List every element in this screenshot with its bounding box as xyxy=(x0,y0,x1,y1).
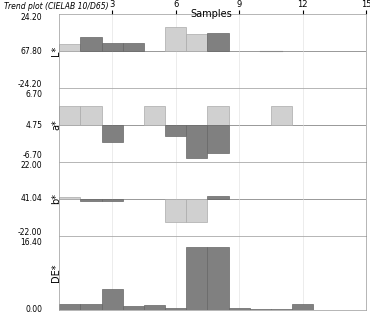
Text: -6.70: -6.70 xyxy=(23,151,42,160)
Text: -22.00: -22.00 xyxy=(18,228,42,237)
Bar xyxy=(208,125,229,153)
Bar xyxy=(271,106,292,125)
Bar xyxy=(186,125,208,158)
Y-axis label: DE*: DE* xyxy=(51,264,61,282)
Bar xyxy=(292,304,313,310)
Bar xyxy=(101,125,123,142)
Text: Samples: Samples xyxy=(190,9,232,19)
Bar xyxy=(59,304,80,310)
Bar xyxy=(186,34,208,51)
Bar xyxy=(271,309,292,310)
Text: 22.00: 22.00 xyxy=(21,161,42,170)
Bar xyxy=(208,33,229,51)
Text: 24.20: 24.20 xyxy=(21,13,42,22)
Bar xyxy=(208,196,229,199)
Text: 6.70: 6.70 xyxy=(25,90,42,99)
Bar xyxy=(59,44,80,51)
Bar xyxy=(123,43,144,51)
Bar xyxy=(250,309,271,310)
Bar xyxy=(165,308,186,310)
Bar xyxy=(80,304,101,310)
Bar xyxy=(165,125,186,136)
Bar xyxy=(59,197,80,199)
Y-axis label: L*: L* xyxy=(51,46,61,56)
Bar xyxy=(80,106,101,125)
Bar xyxy=(144,305,165,310)
Text: 0.00: 0.00 xyxy=(25,305,42,314)
Text: 4.75: 4.75 xyxy=(25,120,42,130)
Bar xyxy=(123,306,144,310)
Text: 16.40: 16.40 xyxy=(20,238,42,246)
Bar xyxy=(165,27,186,51)
Bar xyxy=(229,308,250,310)
Bar xyxy=(59,106,80,125)
Text: 67.80: 67.80 xyxy=(20,47,42,56)
Bar xyxy=(186,246,208,310)
Y-axis label: a*: a* xyxy=(51,120,61,131)
Bar xyxy=(101,43,123,51)
Bar xyxy=(80,199,101,201)
Bar xyxy=(208,246,229,310)
Bar xyxy=(101,199,123,201)
Y-axis label: b*: b* xyxy=(51,193,61,204)
Bar xyxy=(208,106,229,125)
Bar xyxy=(80,37,101,51)
Text: Trend plot (CIELAB 10/D65): Trend plot (CIELAB 10/D65) xyxy=(4,2,108,10)
Bar xyxy=(101,289,123,310)
Text: 41.04: 41.04 xyxy=(20,194,42,204)
Bar xyxy=(186,199,208,222)
Bar xyxy=(144,106,165,125)
Bar xyxy=(165,199,186,222)
Text: -24.20: -24.20 xyxy=(18,80,42,89)
